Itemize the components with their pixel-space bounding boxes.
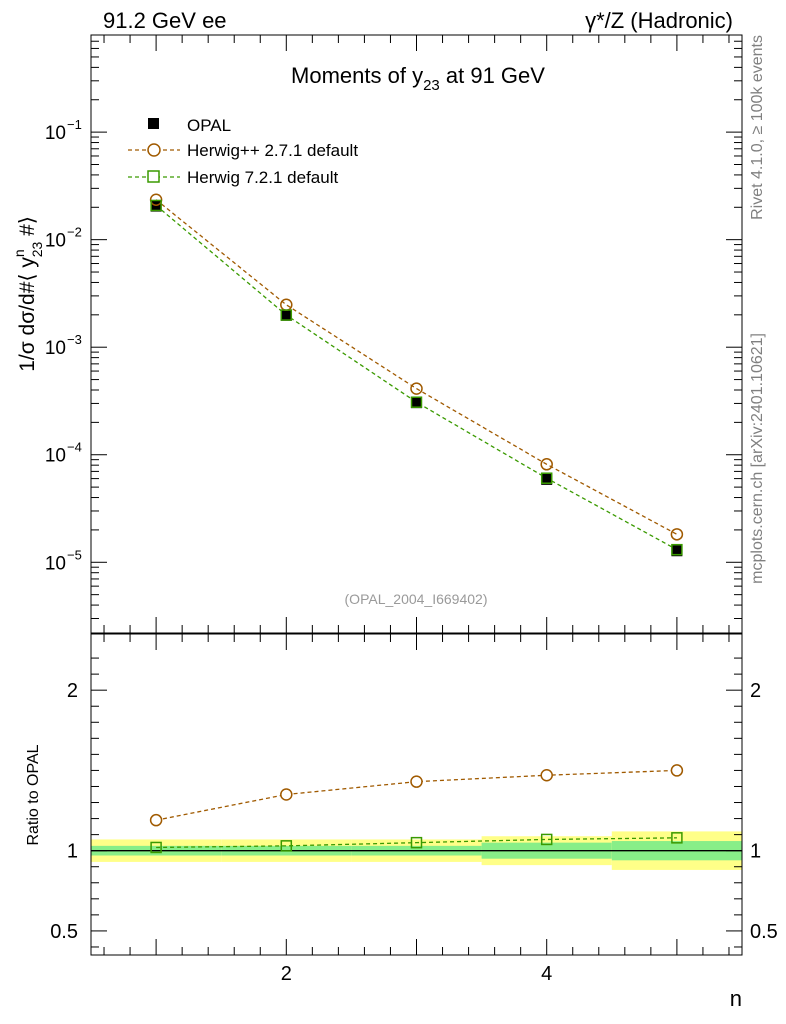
point-opal-1: [150, 200, 162, 212]
y-tick-label-0: 10: [45, 123, 66, 144]
y-tick-label-2: 10: [45, 338, 66, 359]
legend-marker-herwigpp: [147, 143, 161, 157]
ry-tick-label-left-0: 0.5: [50, 921, 78, 943]
point-herwig7-1: [150, 199, 162, 212]
point-herwigpp-3: [410, 382, 423, 395]
ratio-point-herwigpp-4: [540, 768, 553, 782]
y-axis-label-tail: #⟩: [16, 216, 39, 242]
legend: OPAL Herwig++ 2.7.1 default Herwig 7.2.1…: [128, 116, 358, 187]
legend-marker-opal: [148, 118, 159, 129]
ratio-point-herwig7-3: [410, 836, 423, 849]
y-tick-label-4: 10: [45, 553, 66, 574]
ratio-line-herwigpp: [155, 769, 677, 821]
point-opal-4: [541, 473, 553, 485]
ry-tick-label-right-2: 2: [750, 680, 761, 702]
ratio-point-herwigpp-1: [149, 813, 163, 827]
y-tick-label-3: 10: [45, 446, 66, 467]
x-axis-label: n: [730, 986, 742, 1011]
chart-title-main: Moments of y: [291, 63, 423, 88]
point-herwigpp-4: [540, 458, 553, 471]
point-herwigpp-2: [280, 298, 293, 312]
ry-tick-label-left-1: 1: [67, 841, 78, 863]
chart-title-tail: at 91 GeV: [440, 63, 546, 88]
analysis-id: (OPAL_2004_I669402): [345, 591, 488, 607]
ry-tick-label-right-0: 0.5: [750, 921, 778, 943]
y-tick-label-exp-1: −2: [67, 225, 82, 240]
point-herwig7-2: [280, 309, 293, 321]
ratio-point-herwigpp-3: [410, 775, 423, 788]
y-tick-label-exp-4: −5: [67, 547, 82, 562]
y-tick-label-1: 10: [45, 231, 66, 252]
ratio-point-herwig7-1: [150, 841, 162, 854]
line-herwigpp: [155, 199, 678, 535]
y-axis-label-sub: 23: [29, 242, 45, 258]
point-herwig7-4: [540, 472, 553, 484]
ratio-point-herwig7-4: [540, 833, 553, 846]
point-opal-5: [671, 545, 683, 557]
ratio-line-herwig7: [156, 837, 677, 849]
point-herwig7-5: [671, 543, 683, 556]
ratio-bands: [91, 831, 742, 870]
y-tick-label-exp-0: −1: [67, 117, 82, 132]
legend-label-herwig7: Herwig 7.2.1 default: [187, 168, 338, 187]
ratio-point-herwigpp-5: [670, 764, 684, 777]
ratio-point-herwig7-2: [280, 840, 293, 852]
y-tick-label-exp-3: −4: [67, 440, 82, 455]
y-axis-label-sup: n: [11, 249, 27, 257]
y-axis-label-main: 1/σ dσ/d#⟨ y: [16, 257, 39, 372]
ratio-point-herwig7-5: [671, 832, 683, 844]
point-herwig7-3: [410, 396, 423, 408]
chart-title-subscript: 23: [423, 77, 440, 94]
mcplots-label: mcplots.cern.ch [arXiv:2401.10621]: [749, 333, 766, 584]
header-left: 91.2 GeV ee: [103, 8, 227, 33]
ry-tick-label-left-2: 2: [67, 680, 78, 702]
y-tick-label-exp-2: −3: [67, 332, 82, 347]
ratio-point-herwigpp-2: [280, 788, 293, 801]
x-tick-label-4: 4: [541, 963, 552, 985]
header-right: γ*/Z (Hadronic): [585, 8, 733, 33]
legend-label-herwigpp: Herwig++ 2.7.1 default: [187, 141, 358, 160]
ratio-y-label: Ratio to OPAL: [25, 744, 42, 845]
y-axis-label: 1/σ dσ/d#⟨ yn 23 #⟩: [11, 216, 45, 372]
top-panel-series: [149, 193, 684, 557]
legend-marker-herwig7: [147, 170, 160, 183]
legend-label-opal: OPAL: [187, 116, 231, 135]
ry-tick-label-right-1: 1: [750, 841, 761, 863]
rivet-label: Rivet 4.1.0, ≥ 100k events: [749, 35, 766, 220]
ratio-panel-frame: [90, 633, 743, 956]
point-herwigpp-5: [670, 528, 684, 541]
point-opal-2: [280, 309, 292, 321]
ratio-panel-series: [149, 764, 684, 854]
line-herwig7: [155, 204, 678, 551]
point-opal-3: [411, 397, 422, 409]
x-tick-label-2: 2: [281, 963, 292, 985]
chart-title: Moments of y23 at 91 GeV: [291, 63, 545, 94]
axes: 2 410−110−210−310−410 −50.5 0.51 12 2: [45, 34, 778, 985]
